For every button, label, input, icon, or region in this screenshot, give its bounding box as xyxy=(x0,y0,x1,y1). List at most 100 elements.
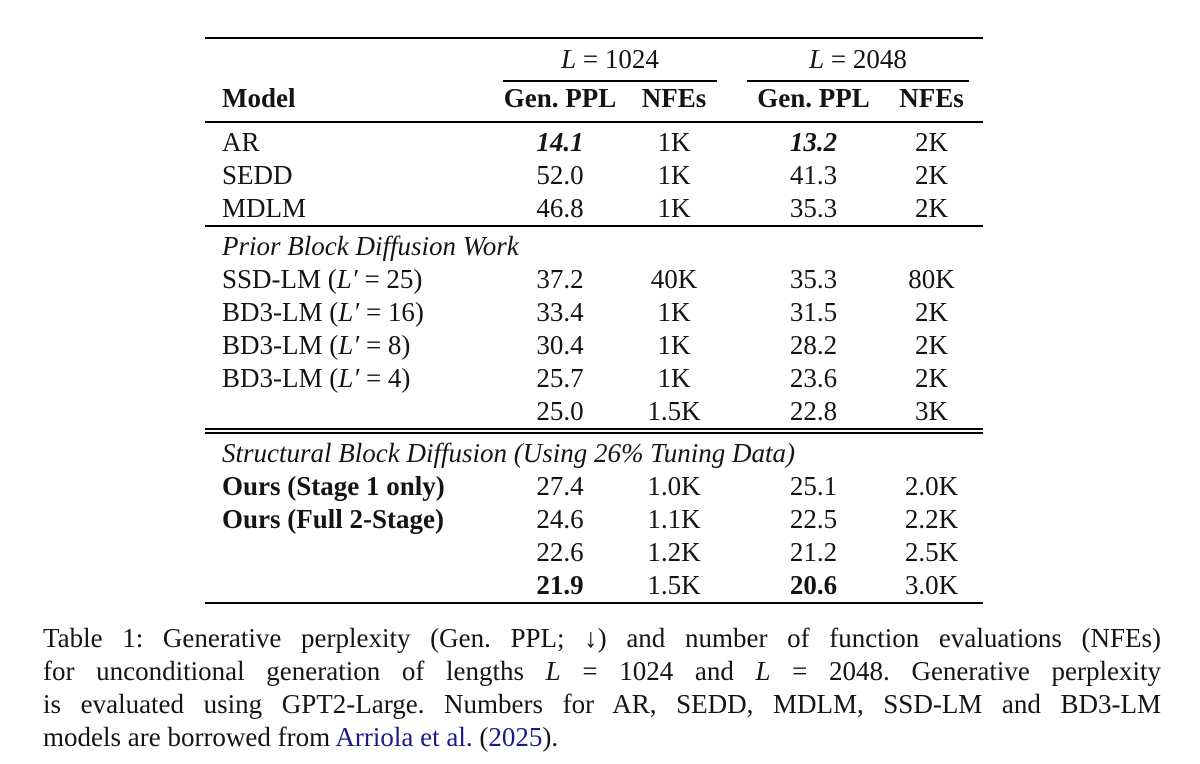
table-row: BD3-LM (L′ = 8) 30.4 1K 28.2 2K xyxy=(205,329,983,362)
text-segment: Ours (Stage 1 only) xyxy=(222,471,445,501)
value-cell: 22.5 xyxy=(789,504,838,534)
value-cell: 24.6 xyxy=(536,504,584,534)
value-cell: 2.0K xyxy=(904,471,959,501)
caption-line: is evaluated using GPT2-Large. Numbers f… xyxy=(43,688,1161,721)
column-spacer xyxy=(723,536,747,569)
math-var: L′ xyxy=(338,363,360,393)
math-var: L xyxy=(545,656,561,686)
value-cell: 1K xyxy=(657,127,691,157)
value-cell: 23.6 xyxy=(789,363,838,393)
value-cell: 25.1 xyxy=(789,471,838,501)
value-cell: 46.8 xyxy=(536,193,584,223)
group-header-row: L = 1024 L = 2048 xyxy=(205,38,983,82)
value-cell: 3K xyxy=(915,396,949,426)
model-cell: BD3-LM (L′ = 16) xyxy=(205,296,495,329)
value-cell: 2K xyxy=(915,127,949,157)
corner-cell xyxy=(205,38,495,82)
column-spacer xyxy=(723,192,747,226)
value-cell: 30.4 xyxy=(536,330,584,360)
value-cell: 25.7 xyxy=(536,363,584,393)
value-cell: 1.5K xyxy=(647,396,701,426)
text-segment: BD3-LM ( xyxy=(222,297,339,327)
value-cell: 40K xyxy=(650,264,698,294)
model-cell: Ours (Full 2-Stage) xyxy=(205,503,495,536)
math-var: L′ xyxy=(338,330,360,360)
value-cell: 35.3 xyxy=(789,264,838,294)
value-cell: 37.2 xyxy=(536,264,584,294)
text-segment: = 1024 and xyxy=(560,656,756,686)
math-var: L′ xyxy=(336,264,358,294)
table-section: AR 14.1 1K 13.2 2K SEDD 52.0 1K 41.3 2K MDLM 46.8 1K… xyxy=(205,122,983,226)
value-cell: 1K xyxy=(657,363,691,393)
value-cell: 1K xyxy=(657,193,691,223)
table-section: Structural Block Diffusion (Using 26% Tu… xyxy=(205,431,984,603)
table-row: BD3-LM (L′ = 16) 33.4 1K 31.5 2K xyxy=(205,296,983,329)
group-header-l2048: L = 2048 xyxy=(747,38,983,82)
model-cell: Ours (Stage 1 only) xyxy=(205,470,495,503)
column-spacer xyxy=(723,329,747,362)
text-segment: SEDD xyxy=(222,160,293,190)
table-section: Prior Block Diffusion Work SSD-LM (L′ = 2… xyxy=(205,226,984,431)
value-cell: 1.1K xyxy=(647,504,701,534)
column-spacer xyxy=(723,82,747,122)
text-segment: = 8) xyxy=(359,330,411,360)
model-cell xyxy=(205,395,495,431)
column-spacer xyxy=(723,503,747,536)
col-header-nfes-1024: NFEs xyxy=(641,83,707,113)
text-segment: Ours (Full 2-Stage) xyxy=(222,504,444,534)
table-row: Ours (Full 2-Stage) 24.6 1.1K 22.5 2.2K xyxy=(205,503,983,536)
column-header-row: Model Gen. PPL NFEs Gen. PPL NFEs xyxy=(205,82,983,122)
col-header-gen-ppl-1024: Gen. PPL xyxy=(503,83,617,113)
caption-line: Table 1: Generative perplexity (Gen. PPL… xyxy=(43,622,1161,655)
caption-line: models are borrowed from Arriola et al. … xyxy=(43,721,1161,754)
value-cell: 25.0 xyxy=(536,396,584,426)
column-spacer xyxy=(723,362,747,395)
text-segment: = 1024 xyxy=(576,44,659,74)
col-header-nfes-2048: NFEs xyxy=(899,83,964,113)
model-cell: SSD-LM (L′ = 25) xyxy=(205,263,495,296)
value-cell: 14.1 xyxy=(536,127,584,157)
column-spacer xyxy=(723,296,747,329)
text-segment: = 4) xyxy=(359,363,411,393)
model-cell: BD3-LM (L′ = 4) xyxy=(205,362,495,395)
model-cell xyxy=(205,569,495,603)
table-row: BD3-LM (L′ = 4) 25.7 1K 23.6 2K xyxy=(205,362,983,395)
col-header-model: Model xyxy=(222,83,296,113)
value-cell: 35.3 xyxy=(789,193,838,223)
group-header-l1024: L = 1024 xyxy=(495,38,723,82)
table-header: L = 1024 L = 2048 Model Gen. PPL NFEs Ge… xyxy=(205,38,984,122)
section-header-row: Prior Block Diffusion Work xyxy=(205,226,983,263)
cmidrule-l1024: L = 1024 xyxy=(503,43,718,82)
citation-link[interactable]: Arriola et al. xyxy=(335,722,473,752)
text-segment: SSD-LM ( xyxy=(222,264,337,294)
column-spacer xyxy=(723,159,747,192)
value-cell: 22.8 xyxy=(789,396,838,426)
math-var: L xyxy=(809,44,825,74)
caption-line: for unconditional generation of lengths … xyxy=(43,655,1161,688)
value-cell: 1K xyxy=(657,297,691,327)
model-cell: MDLM xyxy=(205,192,495,226)
section-header: Prior Block Diffusion Work xyxy=(205,226,983,263)
table-row: SEDD 52.0 1K 41.3 2K xyxy=(205,159,983,192)
value-cell: 1.0K xyxy=(647,471,701,501)
model-cell xyxy=(205,536,495,569)
value-cell: 2K xyxy=(915,193,949,223)
text-segment: Prior Block Diffusion Work xyxy=(222,231,519,261)
value-cell: 21.9 xyxy=(536,570,584,600)
value-cell: 13.2 xyxy=(789,127,838,157)
value-cell: 1.2K xyxy=(647,537,701,567)
math-var: L xyxy=(561,44,577,74)
citation-link[interactable]: 2025 xyxy=(488,722,543,752)
model-cell: AR xyxy=(205,122,495,159)
math-var: L xyxy=(755,656,771,686)
value-cell: 31.5 xyxy=(789,297,838,327)
model-cell: BD3-LM (L′ = 8) xyxy=(205,329,495,362)
value-cell: 2K xyxy=(915,330,949,360)
value-cell: 2K xyxy=(915,363,949,393)
math-var: L′ xyxy=(338,297,360,327)
column-spacer xyxy=(723,395,747,431)
value-cell: 52.0 xyxy=(536,160,584,190)
text-segment: is evaluated using GPT2-Large. Numbers f… xyxy=(43,689,1161,719)
value-cell: 20.6 xyxy=(789,570,838,600)
